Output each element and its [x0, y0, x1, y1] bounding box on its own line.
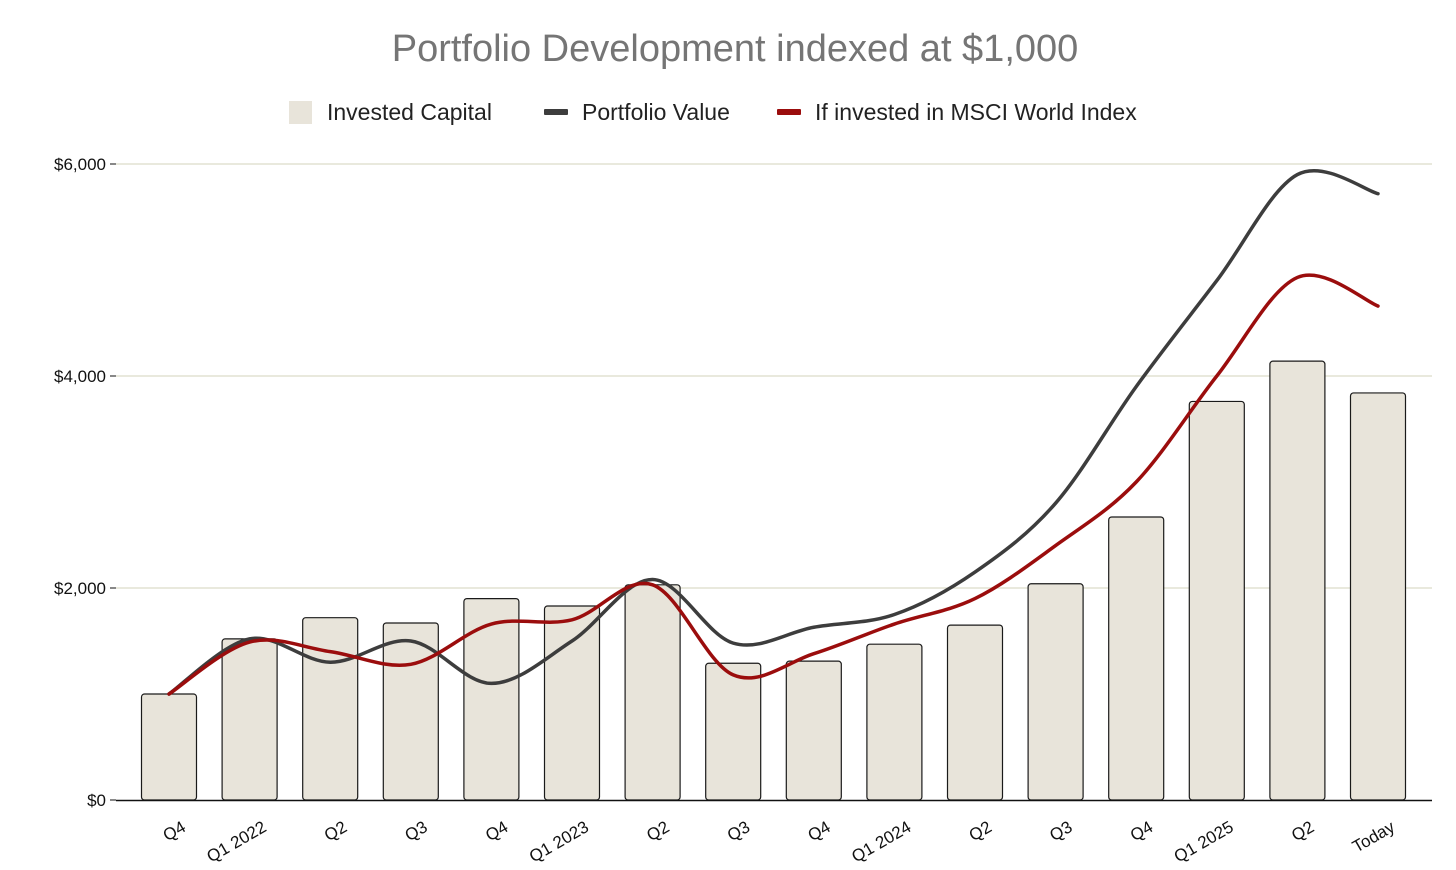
chart-title: Portfolio Development indexed at $1,000	[392, 28, 1079, 70]
y-axis-ticks: $0 $2,000 $4,000 $6,000	[54, 155, 116, 810]
x-tick-label: Q1 2023	[526, 817, 592, 866]
x-tick-label: Q2	[1288, 817, 1317, 845]
legend-swatch	[289, 101, 312, 124]
legend-item: Portfolio Value	[544, 99, 730, 125]
x-tick-label: Today	[1349, 817, 1398, 856]
x-tick-label: Q1 2022	[204, 817, 270, 866]
x-tick-label: Q2	[321, 817, 350, 845]
legend-swatch	[777, 109, 801, 115]
bar-invested-capital	[1108, 516, 1165, 801]
bar-invested-capital	[1027, 583, 1084, 801]
line-portfolio-value	[167, 168, 1380, 696]
bar-invested-capital	[543, 605, 601, 801]
x-tick-label: Q3	[402, 817, 431, 845]
x-tick-label: Q1 2025	[1171, 817, 1237, 866]
line-series	[167, 168, 1380, 696]
legend-label: Invested Capital	[327, 99, 492, 125]
legend-item: Invested Capital	[289, 99, 492, 125]
x-axis-ticks: Q4 Q1 2022 Q2 Q3 Q4 Q1 2023 Q2 Q3 Q4 Q1 2024 Q2 Q3 Q…	[160, 817, 1399, 866]
bar-invested-capital	[1269, 360, 1326, 801]
bar-invested-capital	[463, 597, 520, 801]
x-tick-label: Q4	[1127, 817, 1156, 845]
bar-invested-capital	[866, 643, 923, 801]
line-msci-world-index	[167, 273, 1380, 696]
y-tick-label: $4,000	[54, 367, 106, 386]
bar-invested-capital	[302, 617, 359, 801]
y-tick-label: $6,000	[54, 155, 106, 174]
x-tick-label: Q2	[643, 817, 672, 845]
x-tick-label: Q1 2024	[848, 817, 914, 866]
x-tick-label: Q3	[1046, 817, 1075, 845]
bar-invested-capital	[946, 624, 1004, 801]
bar-invested-capital	[221, 638, 278, 801]
bar-invested-capital	[624, 584, 681, 801]
legend-swatch	[544, 109, 568, 115]
bar-invested-capital	[705, 662, 762, 801]
y-tick-label: $0	[87, 791, 106, 810]
legend-item: If invested in MSCI World Index	[777, 99, 1137, 125]
bar-series	[140, 360, 1407, 801]
legend-label: Portfolio Value	[582, 99, 730, 125]
bar-invested-capital	[785, 660, 842, 801]
x-tick-label: Q4	[160, 817, 189, 845]
legend: Invested Capital Portfolio Value If invest…	[289, 99, 1137, 125]
bar-invested-capital	[1349, 392, 1407, 801]
bar-invested-capital	[140, 693, 198, 801]
y-tick-label: $2,000	[54, 579, 106, 598]
x-tick-label: Q3	[724, 817, 753, 845]
bar-invested-capital	[1188, 400, 1245, 801]
x-tick-label: Q2	[966, 817, 995, 845]
x-tick-label: Q4	[805, 817, 834, 845]
x-tick-label: Q4	[482, 817, 511, 845]
legend-label: If invested in MSCI World Index	[815, 99, 1137, 125]
